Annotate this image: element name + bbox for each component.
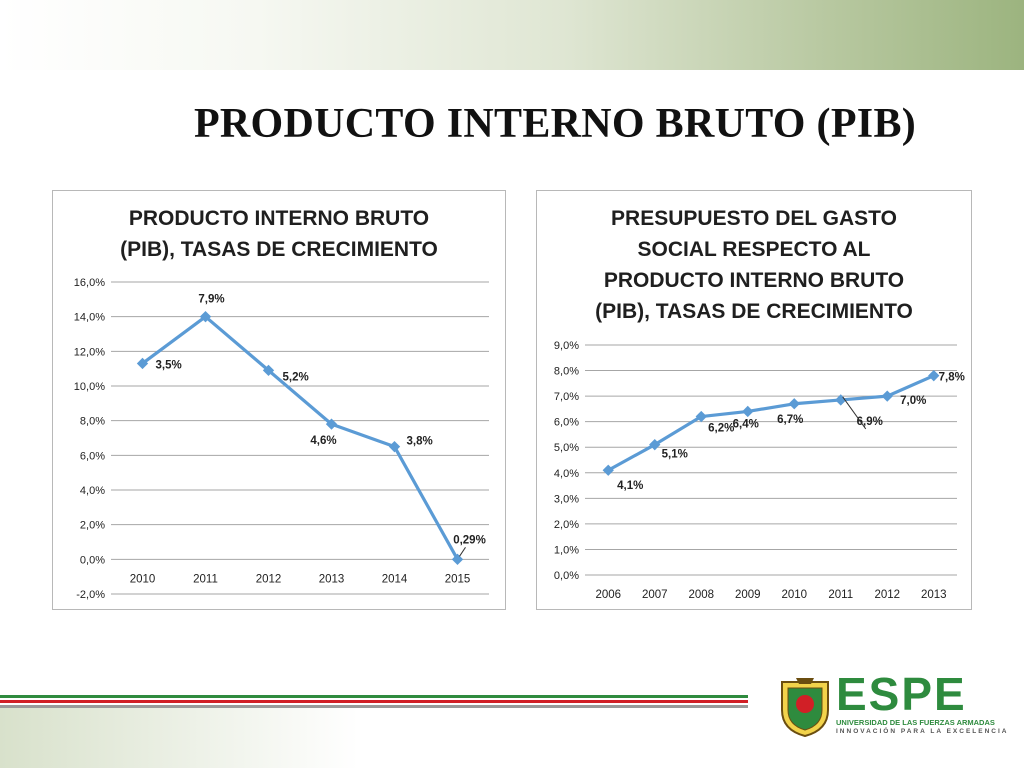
chart-title-line-3: PRODUCTO INTERNO BRUTO: [603, 269, 905, 292]
x-tick-label: 2013: [319, 573, 345, 585]
data-label: 7,9%: [198, 294, 224, 306]
social-spending-chart: PRESUPUESTO DEL GASTO SOCIAL RESPECTO AL…: [536, 190, 972, 610]
chart-title-line-4: (PIB), TASAS DE CRECIMIENTO: [595, 300, 913, 323]
slide-title: PRODUCTO INTERNO BRUTO (PIB): [193, 101, 917, 147]
data-point-marker: [388, 441, 401, 453]
x-tick-label: 2011: [828, 589, 853, 601]
divider-stripe-red: [0, 700, 748, 703]
chart-plot: 9,0% 8,0% 7,0% 6,0% 5,0% 4,0% 3,0% 2,0% 1,0% 0,0%…: [554, 340, 965, 601]
data-point-marker: [881, 390, 893, 402]
series-line: [607, 374, 935, 472]
logo-tagline: INNOVACIÓN PARA LA EXCELENCIA: [836, 728, 1009, 735]
top-decorative-band: [0, 0, 1024, 70]
label-leader-line: [842, 396, 867, 430]
logo-name: ESPE: [836, 668, 967, 720]
data-label: 7,8%: [939, 372, 965, 384]
x-tick-label: 2007: [642, 589, 668, 601]
y-tick-label: 2,0%: [80, 520, 105, 532]
chart-title: PRESUPUESTO DEL GASTO SOCIAL RESPECTO AL…: [537, 203, 971, 327]
pib-growth-chart: PRODUCTO INTERNO BRUTO (PIB), TASAS DE C…: [52, 190, 506, 610]
label-leader-line: [459, 547, 466, 557]
y-tick-label: 1,0%: [554, 544, 579, 556]
data-point-marker: [742, 405, 754, 418]
chart-title-line-1: PRESUPUESTO DEL GASTO: [611, 207, 897, 230]
data-point-marker: [136, 357, 149, 370]
x-tick-label: 2010: [781, 589, 807, 601]
y-tick-label: 4,0%: [80, 485, 105, 497]
data-label: 6,2%: [708, 423, 734, 435]
data-point-marker: [695, 410, 707, 423]
chart-title: PRODUCTO INTERNO BRUTO (PIB), TASAS DE C…: [53, 203, 505, 265]
data-point-marker: [788, 398, 800, 410]
data-label: 0,29%: [453, 534, 486, 546]
bottom-decorative-band: [0, 708, 1024, 768]
logo-subtitle: UNIVERSIDAD DE LAS FUERZAS ARMADAS: [836, 718, 995, 727]
series-line: [141, 315, 459, 561]
y-tick-label: -2,0%: [76, 589, 105, 601]
data-point-marker: [928, 370, 940, 382]
chart-title-line-2: (PIB), TASAS DE CRECIMIENTO: [120, 238, 438, 261]
x-tick-label: 2014: [382, 573, 408, 585]
x-tick-label: 2012: [874, 589, 900, 601]
x-tick-label: 2009: [735, 589, 761, 601]
divider-stripe-gray: [0, 705, 748, 708]
y-tick-label: 8,0%: [554, 366, 579, 378]
data-point-marker: [451, 553, 464, 565]
y-tick-label: 2,0%: [554, 519, 579, 531]
data-label: 5,1%: [662, 449, 688, 461]
data-label: 7,0%: [900, 395, 926, 407]
x-tick-label: 2006: [595, 589, 621, 601]
y-tick-label: 6,0%: [80, 450, 105, 462]
y-tick-label: 12,0%: [74, 346, 105, 358]
data-label: 6,4%: [733, 418, 759, 430]
y-tick-label: 3,0%: [554, 493, 579, 505]
chart-title-line-2: SOCIAL RESPECTO AL: [637, 238, 871, 261]
x-tick-label: 2012: [256, 573, 282, 585]
x-tick-label: 2010: [130, 573, 156, 585]
y-tick-label: 0,0%: [554, 570, 579, 582]
data-label: 4,6%: [310, 435, 336, 447]
university-crest-icon: [781, 678, 829, 738]
y-tick-label: 0,0%: [80, 554, 105, 566]
data-label: 6,7%: [777, 414, 803, 426]
data-point-marker: [325, 418, 338, 430]
data-label: 5,2%: [283, 371, 309, 383]
data-label: 3,5%: [156, 359, 182, 371]
data-label: 4,1%: [617, 480, 643, 492]
y-tick-label: 7,0%: [554, 391, 579, 403]
y-tick-label: 6,0%: [554, 417, 579, 429]
y-tick-label: 10,0%: [74, 381, 105, 393]
chart-plot: 16,0% 14,0% 12,0% 10,0% 8,0% 6,0% 4,0% 2,0% 0,0%…: [74, 277, 489, 601]
data-label: 3,8%: [407, 436, 433, 448]
divider-stripe-green: [0, 695, 748, 698]
y-tick-label: 4,0%: [554, 468, 579, 480]
data-point-marker: [649, 439, 661, 451]
x-tick-label: 2008: [688, 589, 714, 601]
chart-title-line-1: PRODUCTO INTERNO BRUTO: [128, 207, 430, 230]
espe-logo: ESPE UNIVERSIDAD DE LAS FUERZAS ARMADAS …: [774, 670, 1014, 750]
data-point-marker: [835, 394, 847, 406]
y-tick-label: 5,0%: [554, 442, 579, 454]
x-tick-label: 2015: [445, 573, 471, 585]
x-tick-label: 2013: [921, 589, 947, 601]
x-tick-label: 2011: [193, 573, 218, 585]
y-tick-label: 8,0%: [80, 416, 105, 428]
data-point-marker: [262, 364, 275, 377]
y-tick-label: 16,0%: [74, 277, 105, 289]
y-tick-label: 9,0%: [554, 340, 579, 352]
y-tick-label: 14,0%: [74, 312, 105, 324]
